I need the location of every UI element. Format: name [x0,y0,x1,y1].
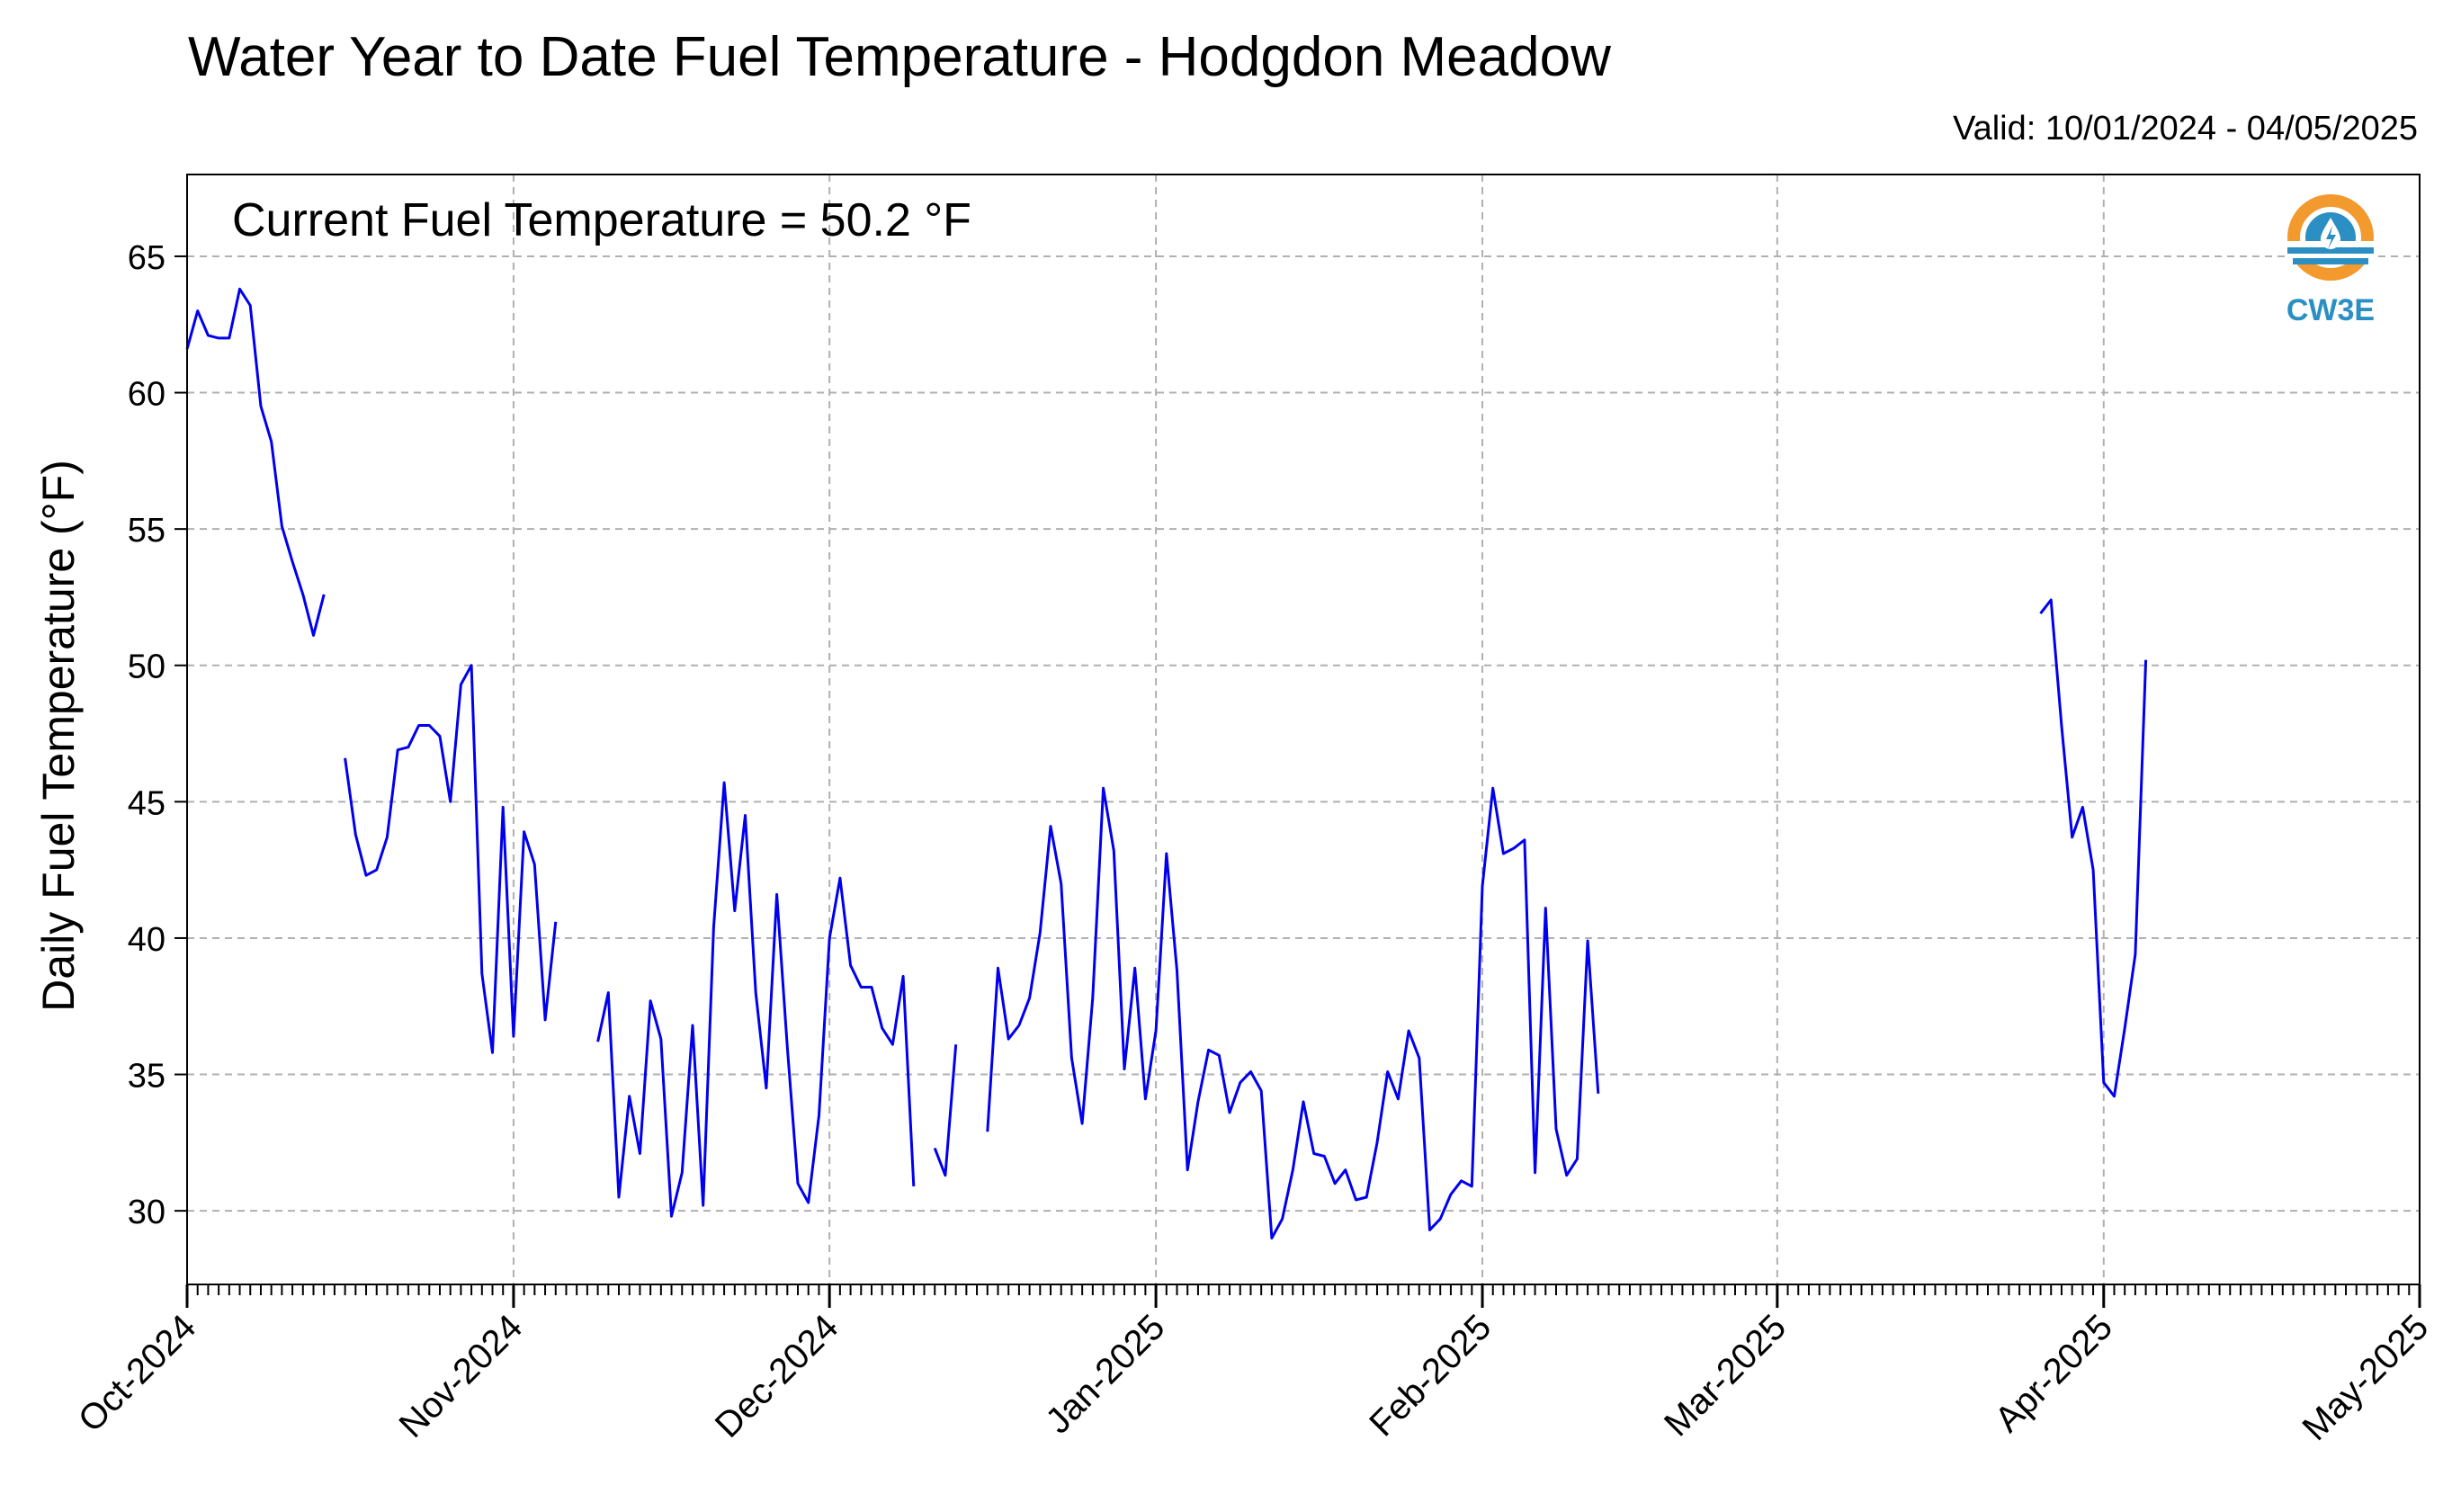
fuel-temperature-line-segment [933,1044,958,1177]
y-tick-labels: 30 35 40 45 50 55 60 65 [128,239,166,1231]
chart-title: Water Year to Date Fuel Temperature - Ho… [188,26,1611,88]
fuel-temperature-line-segment [344,664,558,1054]
y-tick-label: 60 [128,376,166,414]
logo-text: CW3E [2286,293,2375,327]
x-tick-label: Apr-2025 [1988,1307,2120,1439]
logo-wave-2 [2285,254,2376,258]
fuel-temperature-line-segment [2039,598,2148,1098]
x-tick-labels: Oct-2024 Nov-2024 Dec-2024 Jan-2025 Feb-2025… [71,1307,2436,1448]
current-temperature-annotation: Current Fuel Temperature = 50.2 °F [232,194,971,246]
y-tick-label: 30 [128,1194,166,1231]
fuel-temperature-line-segment [596,781,916,1218]
lightning-icon [2326,226,2336,249]
x-tick-label: May-2025 [2295,1307,2436,1448]
x-tick-label: Oct-2024 [71,1307,203,1439]
valid-date-range: Valid: 10/01/2024 - 04/05/2025 [1953,110,2418,148]
grid [186,174,2421,1284]
plot-frame [186,174,2421,1285]
x-tick-label: Feb-2025 [1362,1307,1499,1444]
y-axis-label: Daily Fuel Temperature (°F) [33,460,84,1012]
x-tick-label: Jan-2025 [1038,1307,1172,1441]
y-tick-label: 45 [128,784,166,822]
cw3e-logo: CW3E [2285,194,2376,327]
x-tick-label: Dec-2024 [708,1307,846,1445]
series-lines [185,287,2148,1239]
y-tick-label: 35 [128,1058,166,1096]
fuel-temperature-line-segment [986,786,1600,1239]
y-tick-label: 55 [128,512,166,550]
x-tick-label: Mar-2025 [1657,1307,1794,1444]
y-tick-label: 40 [128,921,166,959]
y-tick-label: 65 [128,239,166,277]
logo-wave-band-1 [2287,247,2374,254]
fuel-temperature-line-segment [185,287,326,637]
x-tick-label: Nov-2024 [392,1307,531,1445]
y-tick-label: 50 [128,649,166,686]
logo-wave-band-2 [2293,258,2368,264]
axis-ticks [175,255,2421,1308]
